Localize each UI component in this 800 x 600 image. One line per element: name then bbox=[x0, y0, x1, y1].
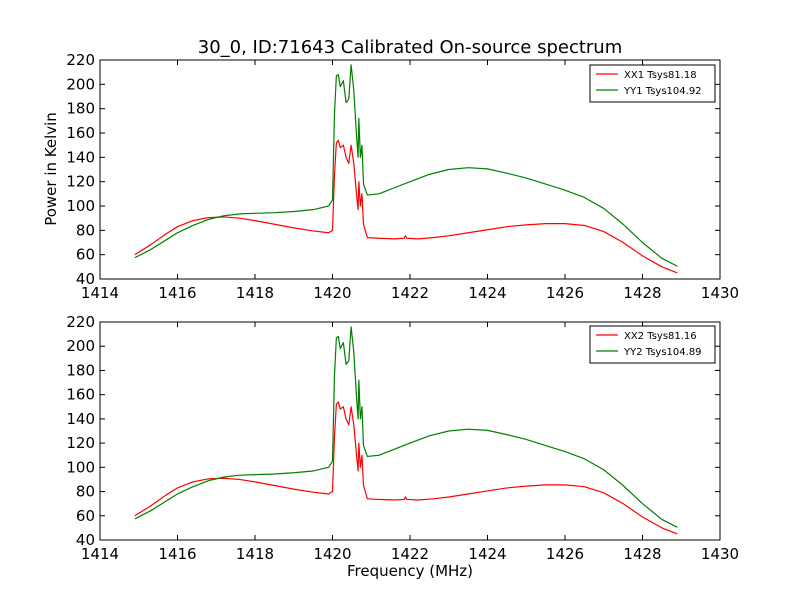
y-tick-label: 160 bbox=[66, 124, 95, 142]
legend-label-xx2: XX2 Tsys81.16 bbox=[624, 331, 697, 342]
y-tick-label: 80 bbox=[76, 483, 95, 501]
top-panel: 30_0, ID:71643 Calibrated On-source spec… bbox=[42, 37, 739, 302]
top-plot-area: 1414 1416 1418 1420 1422 1424 1426 1428 1430 40 60… bbox=[66, 51, 739, 302]
x-tick-label: 1420 bbox=[313, 284, 351, 302]
y-tick-label: 100 bbox=[66, 458, 95, 476]
y-tick-label: 140 bbox=[66, 148, 95, 166]
series-line-yy1 bbox=[134, 64, 678, 267]
y-tick-label: 200 bbox=[66, 337, 95, 355]
x-tick-label: 1424 bbox=[468, 545, 506, 563]
bottom-plot-area: 1414 1416 1418 1420 1422 1424 1426 1428 1430 40 60… bbox=[66, 313, 739, 563]
legend-label-xx1: XX1 Tsys81.18 bbox=[624, 70, 697, 81]
y-tick-label: 220 bbox=[66, 51, 95, 69]
x-tick-label: 1416 bbox=[158, 284, 196, 302]
x-tick-label: 1414 bbox=[81, 284, 119, 302]
x-tick-label: 1430 bbox=[701, 284, 739, 302]
y-tick-label: 180 bbox=[66, 361, 95, 379]
x-axis-label: Frequency (MHz) bbox=[347, 562, 473, 580]
series-line-xx1 bbox=[134, 139, 678, 274]
legend-label-yy2: YY2 Tsys104.89 bbox=[623, 347, 702, 358]
y-tick-label: 40 bbox=[76, 270, 95, 288]
chart-title: 30_0, ID:71643 Calibrated On-source spec… bbox=[198, 37, 623, 58]
x-tick-label: 1428 bbox=[623, 284, 661, 302]
y-tick-label: 160 bbox=[66, 386, 95, 404]
top-legend: XX1 Tsys81.18 YY1 Tsys104.92 bbox=[589, 64, 716, 103]
series-line-xx2 bbox=[134, 401, 678, 535]
series-line-yy2 bbox=[134, 326, 678, 528]
y-tick-label: 120 bbox=[66, 434, 95, 452]
bottom-panel: Frequency (MHz) 1414 1416 1418 1420 1422 1424… bbox=[66, 313, 739, 580]
x-tick-label: 1414 bbox=[81, 545, 119, 563]
x-tick-label: 1418 bbox=[236, 545, 274, 563]
y-tick-label: 60 bbox=[76, 507, 95, 525]
y-tick-label: 100 bbox=[66, 197, 95, 215]
y-tick-label: 40 bbox=[76, 531, 95, 549]
y-tick-label: 200 bbox=[66, 75, 95, 93]
x-tick-label: 1422 bbox=[391, 284, 429, 302]
legend-box bbox=[589, 64, 716, 103]
y-tick-label: 60 bbox=[76, 246, 95, 264]
x-tick-label: 1428 bbox=[623, 545, 661, 563]
y-tick-label: 80 bbox=[76, 221, 95, 239]
x-tick-label: 1426 bbox=[546, 545, 584, 563]
x-tick-label: 1426 bbox=[546, 284, 584, 302]
x-tick-label: 1422 bbox=[391, 545, 429, 563]
x-tick-label: 1418 bbox=[236, 284, 274, 302]
x-tick-label: 1424 bbox=[468, 284, 506, 302]
y-axis-label: Power in Kelvin bbox=[42, 112, 60, 226]
legend-label-yy1: YY1 Tsys104.92 bbox=[623, 86, 702, 97]
y-tick-label: 220 bbox=[66, 313, 95, 331]
legend-box bbox=[589, 325, 716, 364]
x-tick-label: 1420 bbox=[313, 545, 351, 563]
x-tick-label: 1416 bbox=[158, 545, 196, 563]
bottom-legend: XX2 Tsys81.16 YY2 Tsys104.89 bbox=[589, 325, 716, 364]
y-tick-label: 140 bbox=[66, 410, 95, 428]
y-tick-label: 120 bbox=[66, 173, 95, 191]
x-tick-label: 1430 bbox=[701, 545, 739, 563]
y-tick-label: 180 bbox=[66, 100, 95, 118]
